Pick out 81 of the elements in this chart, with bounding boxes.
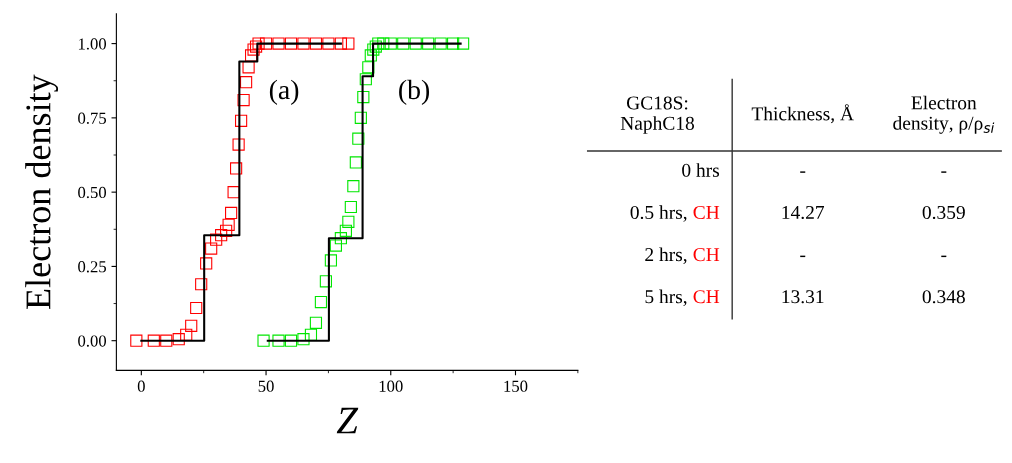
point [230,162,243,175]
point [200,257,213,270]
point [272,37,285,50]
point [409,37,422,50]
text: 13.31 [782,290,824,304]
point [322,37,335,50]
point [384,37,397,50]
point [344,200,357,214]
point [225,206,238,220]
text: 14.27 [782,205,825,220]
text: - [800,255,806,258]
point [377,37,390,50]
text: Electron density, ρ/ρ$_{si}$ [893,95,995,134]
point [314,295,328,309]
point [215,229,228,242]
point [319,275,333,288]
y-tick-label: 1.00 [78,38,107,50]
point [347,180,360,193]
point [172,333,185,346]
text: GC18S: NaphC18 [620,96,695,134]
point [205,242,218,255]
point [232,138,245,151]
point [257,334,270,347]
text: 2 hrs, CH [645,247,720,264]
point [349,156,362,169]
text: Thickness, Å [751,104,854,124]
point [130,334,143,347]
text: 0.359 [922,205,965,220]
point [147,334,160,347]
point [297,333,310,346]
point [364,49,377,62]
point [220,224,233,237]
point [334,37,347,50]
point [297,37,310,50]
text: 0 hrs [682,163,720,177]
point [185,319,198,332]
point [434,37,447,50]
y-tick-label: 0.50 [78,186,107,199]
point [222,218,235,231]
y-axis-title: Electron density [25,74,59,309]
y-tick-label: 0.25 [78,261,107,273]
point [324,254,338,267]
point [239,76,253,89]
y-tick-label: 0.75 [78,112,107,124]
point [447,37,460,50]
point [284,37,298,50]
point [456,37,470,50]
point [342,215,355,228]
x-axis-title: Z [336,407,359,434]
point [334,232,347,245]
text: - [941,171,947,173]
point [160,334,173,347]
point [339,224,352,237]
text: 5 hrs, CH [645,289,720,307]
x-tick-label: 50 [258,380,274,392]
text: - [941,255,947,258]
x-tick-label: 0 [137,380,145,392]
annotation: (a) [269,79,299,105]
point [195,278,208,291]
point [422,37,435,50]
x-tick-label: 100 [379,380,403,392]
point [259,37,273,50]
point [342,37,355,50]
point [284,334,298,347]
point [234,114,248,127]
y-tick-label: 0.00 [78,335,107,347]
text: 0.348 [922,290,965,304]
text: - [800,171,806,173]
point [309,37,323,50]
point [329,239,343,252]
x-tick-label: 150 [504,380,528,392]
point [272,334,285,347]
point [309,316,323,329]
point [359,73,372,86]
point [354,111,367,124]
point [357,90,370,104]
point [190,301,203,315]
text: 0.5 hrs, CH [630,205,720,222]
annotation: (b) [399,79,430,105]
point [397,37,410,50]
point [237,93,250,107]
